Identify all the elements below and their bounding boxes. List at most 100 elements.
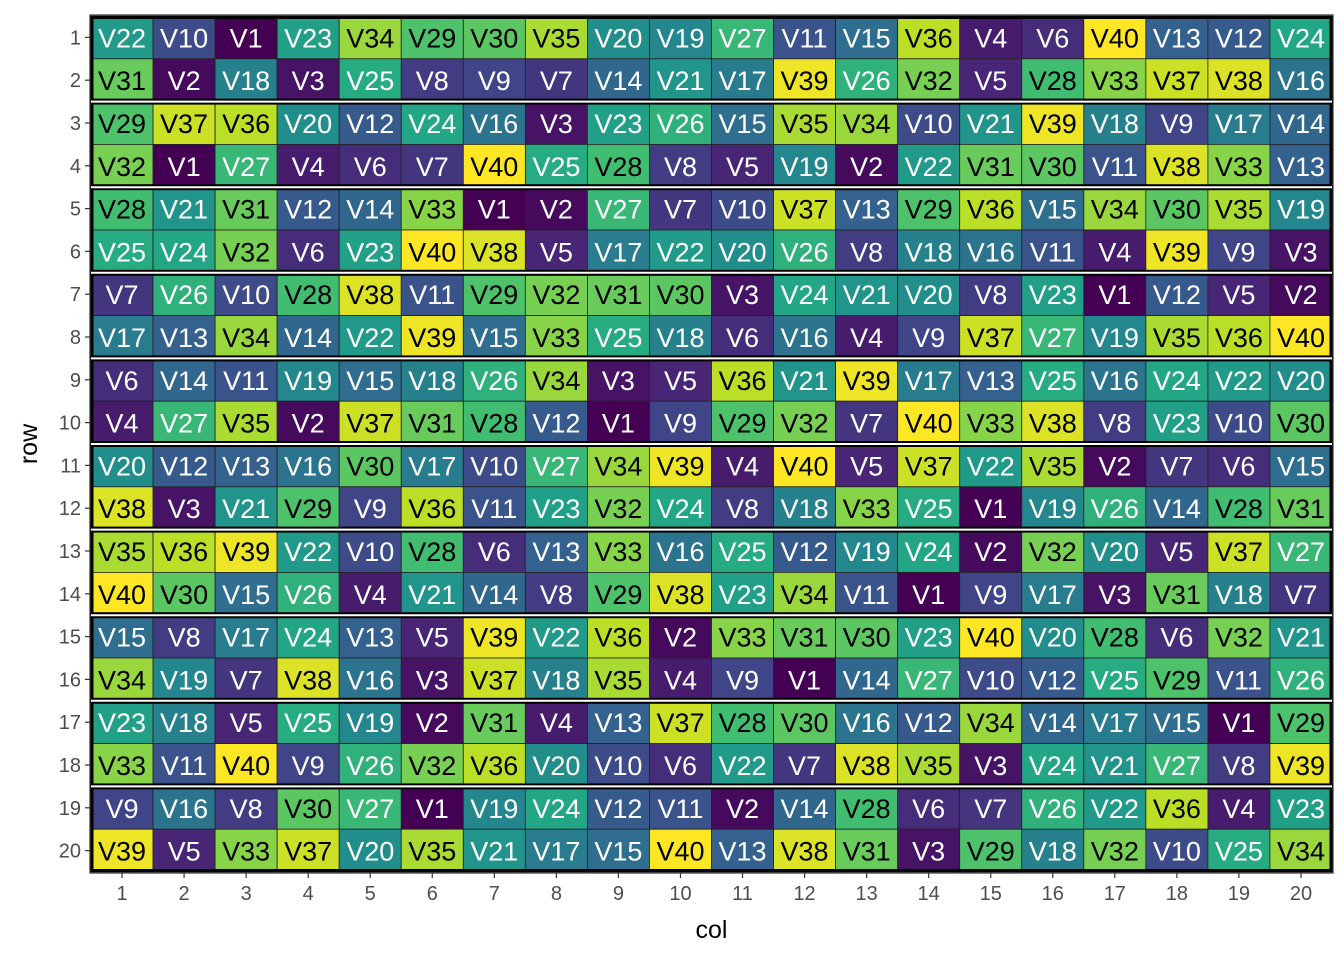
- heatmap-cell: [897, 143, 961, 188]
- cell-label: V40: [408, 237, 456, 267]
- heatmap-cell: [897, 828, 961, 873]
- cell-label: V35: [1029, 451, 1077, 481]
- heatmap-cell: [462, 572, 526, 616]
- cell-label: V10: [967, 665, 1015, 695]
- heatmap-cell: [1083, 486, 1147, 530]
- cell-label: V12: [1215, 23, 1263, 53]
- heatmap-cell: [1207, 786, 1271, 830]
- heatmap-cell: [649, 229, 712, 274]
- cell-label: V19: [1091, 323, 1139, 353]
- heatmap-cell: [711, 272, 774, 316]
- cell-label: V9: [106, 794, 139, 824]
- cell-label: V15: [346, 366, 394, 396]
- cell-label: V34: [222, 323, 270, 353]
- heatmap-cell: [649, 529, 712, 573]
- cell-label: V30: [1277, 409, 1325, 439]
- cell-label: V12: [284, 195, 332, 225]
- cell-label: V4: [292, 152, 325, 182]
- heatmap-cell: [773, 101, 836, 145]
- cell-label: V1: [974, 494, 1007, 524]
- x-tick-label: 5: [365, 883, 376, 905]
- heatmap-cell: [587, 143, 650, 188]
- cell-label: V28: [843, 794, 891, 824]
- cell-label: V40: [1091, 23, 1139, 53]
- heatmap-cell: [835, 700, 899, 744]
- heatmap-cell: [649, 828, 712, 873]
- cell-label: V33: [843, 494, 891, 524]
- cell-label: V27: [1153, 751, 1201, 781]
- cell-label: V13: [346, 623, 394, 653]
- heatmap-cell: [835, 101, 899, 145]
- heatmap-cell: [959, 400, 1023, 445]
- cell-label: V34: [1277, 837, 1325, 867]
- heatmap-cell: [959, 529, 1023, 573]
- heatmap-cell: [773, 786, 836, 830]
- cell-label: V37: [967, 323, 1015, 353]
- heatmap-cell: [835, 272, 899, 316]
- x-axis-title: col: [696, 916, 728, 944]
- cell-label: V7: [106, 280, 139, 310]
- heatmap-cell: [214, 657, 278, 702]
- heatmap-cell: [400, 700, 464, 744]
- cell-label: V25: [346, 66, 394, 96]
- cell-label: V6: [106, 366, 139, 396]
- y-tick-label: 12: [59, 498, 81, 520]
- cell-label: V17: [905, 366, 953, 396]
- cell-label: V39: [470, 623, 518, 653]
- cell-label: V10: [1215, 409, 1263, 439]
- heatmap-cell: [897, 101, 961, 145]
- cell-label: V33: [1215, 152, 1263, 182]
- cell-label: V32: [1215, 623, 1263, 653]
- heatmap-cells: V22 V10 V1 V23 V34 V29 V30 V35 V20 V19 V27 V11 V15 V3…: [90, 15, 1333, 873]
- cell-label: V18: [656, 323, 704, 353]
- heatmap-cell: [835, 229, 899, 274]
- heatmap-cell: [959, 443, 1023, 488]
- cell-label: V28: [1029, 66, 1077, 96]
- cell-label: V15: [594, 837, 642, 867]
- heatmap-cell: [1145, 229, 1209, 274]
- heatmap-cell: [90, 58, 154, 102]
- heatmap-cell: [773, 400, 836, 445]
- cell-label: V13: [843, 195, 891, 225]
- heatmap-cell: [90, 186, 154, 231]
- cell-label: V19: [284, 366, 332, 396]
- heatmap-cell: [90, 657, 154, 702]
- cell-label: V23: [284, 23, 332, 53]
- heatmap-cell: [276, 186, 340, 231]
- cell-label: V2: [974, 537, 1007, 567]
- cell-label: V30: [656, 280, 704, 310]
- y-tick-label: 4: [70, 156, 81, 178]
- heatmap-cell: [214, 443, 278, 488]
- cell-label: V15: [1029, 195, 1077, 225]
- cell-label: V33: [98, 751, 146, 781]
- cell-label: V35: [222, 409, 270, 439]
- heatmap-cell: [1207, 272, 1271, 316]
- cell-label: V3: [1098, 580, 1131, 610]
- cell-label: V6: [478, 537, 511, 567]
- cell-label: V21: [470, 837, 518, 867]
- cell-label: V40: [222, 751, 270, 781]
- cell-label: V13: [718, 837, 766, 867]
- y-axis-title: row: [15, 423, 43, 464]
- heatmap-cell: [773, 828, 836, 873]
- heatmap-cell: [1083, 315, 1147, 359]
- block-outline: [90, 101, 1333, 188]
- plot-panel-border: [89, 14, 1334, 874]
- heatmap-cell: [276, 486, 340, 530]
- cell-label: V14: [1153, 494, 1201, 524]
- cell-label: V13: [967, 366, 1015, 396]
- cell-label: V31: [222, 195, 270, 225]
- cell-label: V25: [905, 494, 953, 524]
- heatmap-cell: [835, 529, 899, 573]
- cell-label: V40: [470, 152, 518, 182]
- cell-label: V38: [843, 751, 891, 781]
- heatmap-cell: [90, 15, 154, 60]
- cell-label: V12: [532, 409, 580, 439]
- heatmap-cell: [587, 15, 650, 60]
- heatmap-cell: [400, 828, 464, 873]
- heatmap-cell: [835, 443, 899, 488]
- heatmap-cell: [1083, 58, 1147, 102]
- heatmap-cell: [773, 186, 836, 231]
- cell-label: V5: [540, 237, 573, 267]
- cell-label: V3: [974, 751, 1007, 781]
